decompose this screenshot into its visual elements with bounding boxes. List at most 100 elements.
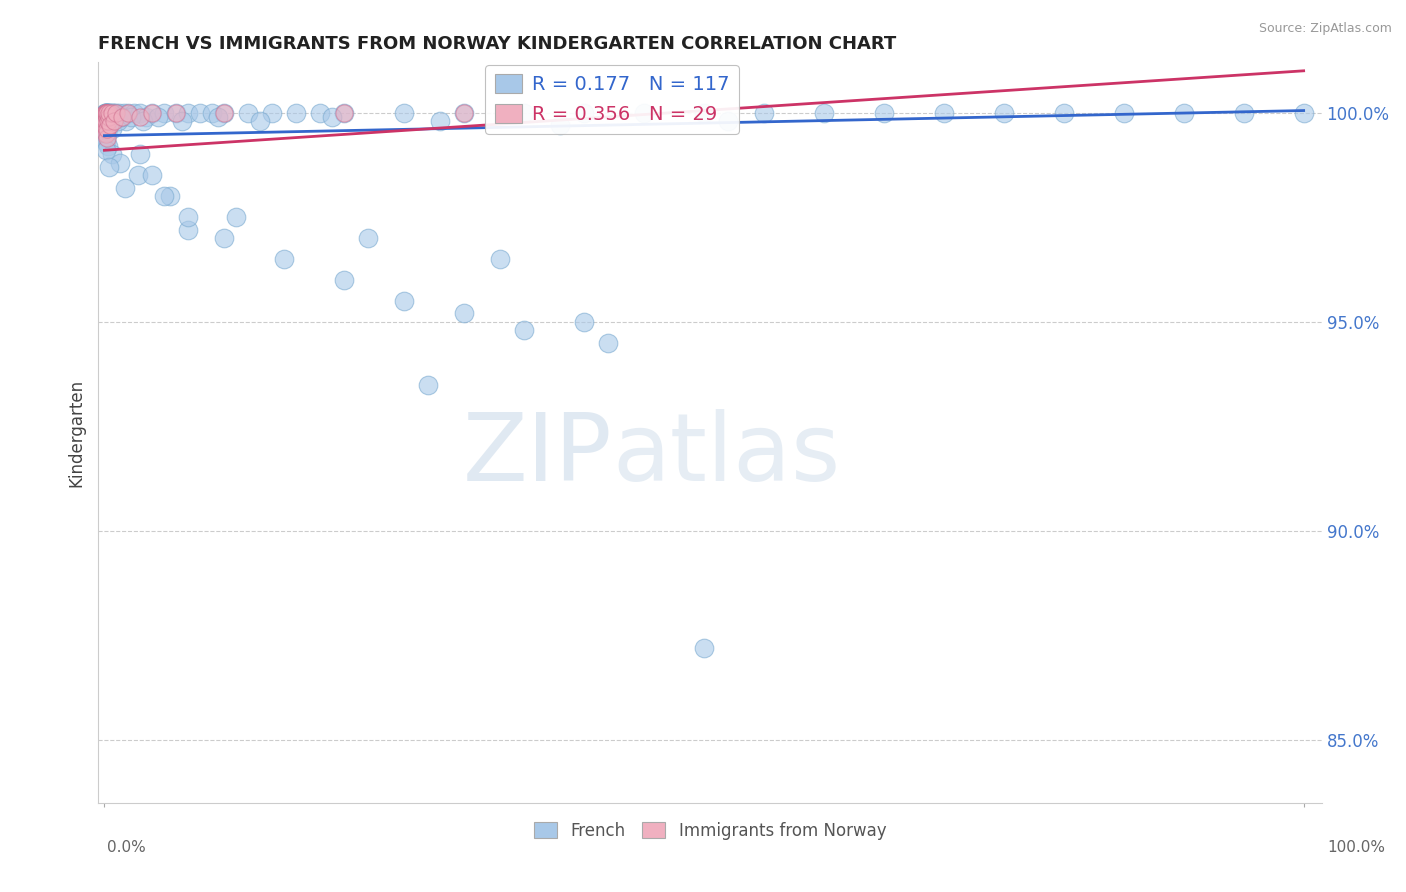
Point	[108, 105, 131, 120]
Point	[572, 105, 595, 120]
Point	[97, 122, 120, 136]
Point	[98, 110, 121, 124]
Point	[333, 105, 356, 120]
Point	[813, 105, 835, 120]
Point	[96, 127, 118, 141]
Point	[94, 118, 117, 132]
Point	[207, 110, 229, 124]
Point	[94, 110, 117, 124]
Point	[141, 169, 163, 183]
Text: 100.0%: 100.0%	[1327, 840, 1386, 855]
Point	[94, 130, 117, 145]
Point	[100, 114, 122, 128]
Point	[100, 105, 122, 120]
Point	[489, 252, 512, 266]
Point	[153, 189, 176, 203]
Point	[94, 105, 117, 120]
Point	[96, 122, 118, 136]
Point	[94, 105, 117, 120]
Point	[273, 252, 295, 266]
Point	[141, 105, 163, 120]
Point	[115, 114, 138, 128]
Point	[693, 640, 716, 655]
Point	[94, 118, 117, 132]
Point	[238, 105, 260, 120]
Point	[94, 127, 117, 141]
Point	[717, 114, 740, 128]
Point	[572, 315, 595, 329]
Point	[1233, 105, 1256, 120]
Point	[100, 105, 122, 120]
Point	[159, 189, 181, 203]
Point	[177, 223, 200, 237]
Point	[97, 110, 120, 124]
Point	[96, 127, 118, 141]
Point	[548, 118, 571, 132]
Point	[97, 114, 120, 128]
Point	[94, 105, 117, 120]
Point	[214, 105, 236, 120]
Point	[633, 105, 655, 120]
Point	[177, 105, 200, 120]
Point	[453, 306, 475, 320]
Legend: French, Immigrants from Norway: French, Immigrants from Norway	[527, 815, 893, 847]
Point	[108, 156, 131, 170]
Point	[693, 105, 716, 120]
Point	[321, 110, 343, 124]
Point	[96, 114, 118, 128]
Point	[96, 105, 118, 120]
Point	[225, 211, 247, 225]
Point	[94, 105, 117, 120]
Point	[392, 293, 416, 308]
Point	[98, 105, 121, 120]
Point	[97, 139, 120, 153]
Point	[101, 105, 124, 120]
Point	[105, 105, 128, 120]
Point	[111, 110, 134, 124]
Point	[103, 114, 125, 128]
Point	[1053, 105, 1076, 120]
Point	[392, 105, 416, 120]
Point	[418, 377, 440, 392]
Point	[96, 110, 118, 124]
Point	[94, 122, 117, 136]
Point	[105, 105, 128, 120]
Point	[513, 323, 536, 337]
Point	[96, 122, 118, 136]
Point	[333, 105, 356, 120]
Point	[100, 118, 122, 132]
Point	[96, 105, 118, 120]
Point	[285, 105, 308, 120]
Point	[110, 110, 132, 124]
Point	[96, 130, 118, 145]
Point	[177, 211, 200, 225]
Point	[98, 105, 121, 120]
Point	[94, 114, 117, 128]
Point	[129, 110, 152, 124]
Point	[148, 110, 170, 124]
Point	[97, 114, 120, 128]
Point	[94, 114, 117, 128]
Point	[112, 105, 135, 120]
Point	[96, 105, 118, 120]
Point	[165, 105, 187, 120]
Point	[429, 114, 451, 128]
Point	[141, 105, 163, 120]
Point	[932, 105, 955, 120]
Point	[357, 231, 380, 245]
Point	[135, 110, 157, 124]
Point	[94, 114, 117, 128]
Point	[453, 105, 475, 120]
Point	[129, 105, 152, 120]
Point	[94, 122, 117, 136]
Point	[214, 231, 236, 245]
Point	[96, 105, 118, 120]
Point	[132, 114, 155, 128]
Text: atlas: atlas	[612, 409, 841, 500]
Point	[96, 118, 118, 132]
Point	[453, 105, 475, 120]
Point	[104, 110, 127, 124]
Point	[96, 110, 118, 124]
Point	[249, 114, 271, 128]
Point	[94, 105, 117, 120]
